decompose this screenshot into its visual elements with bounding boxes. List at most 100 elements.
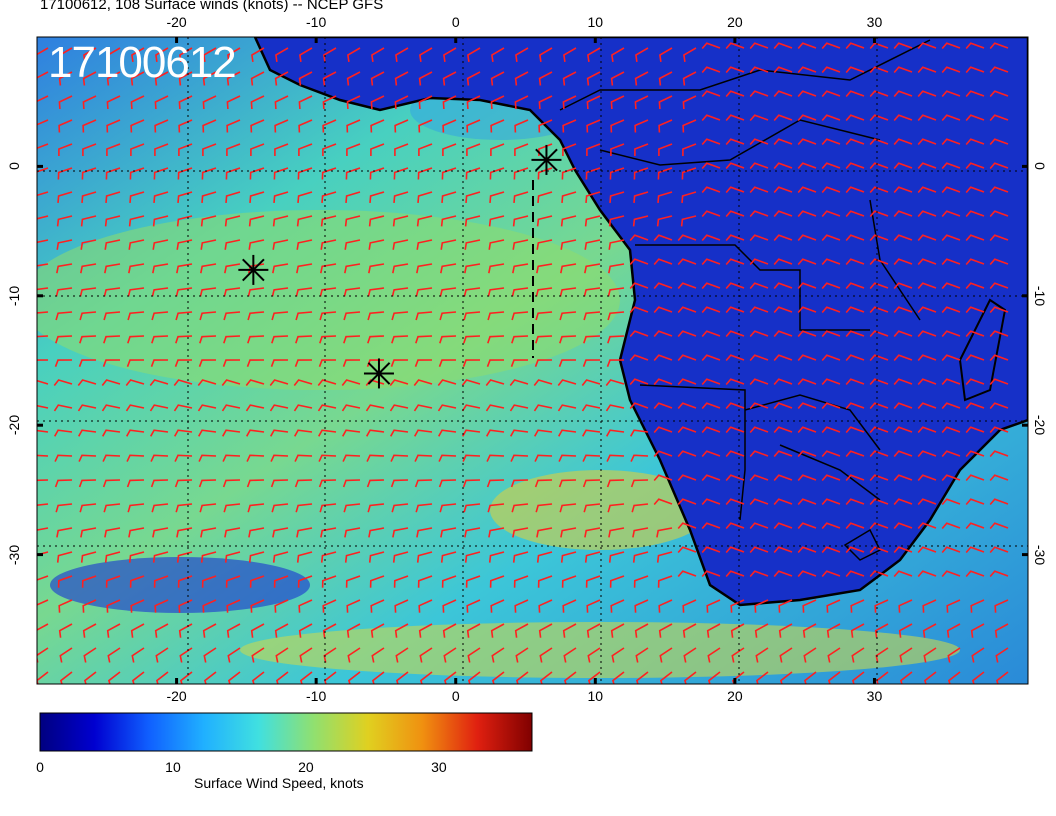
wind-barb — [634, 623, 649, 638]
wind-barb — [826, 599, 841, 613]
wind-barb — [56, 527, 73, 538]
wind-barb — [203, 671, 217, 684]
wind-barb — [37, 143, 49, 150]
wind-barb — [464, 527, 481, 538]
wind-barb — [296, 215, 313, 227]
wind-barb — [127, 311, 145, 321]
wind-barb — [106, 599, 121, 613]
wind-barb — [245, 379, 265, 386]
wind-barb — [850, 623, 865, 638]
wind-barb — [222, 359, 241, 367]
wind-barb — [462, 429, 481, 437]
wind-barb — [608, 239, 625, 250]
wind-barb — [342, 454, 361, 462]
wind-barb — [371, 647, 385, 663]
wind-barb — [440, 239, 457, 250]
wind-barb — [701, 570, 721, 578]
wind-barb — [677, 402, 697, 410]
wind-barb — [366, 454, 385, 462]
wind-barb — [845, 114, 865, 122]
wind-barb — [725, 570, 745, 578]
wind-barb — [367, 335, 385, 344]
wind-barb — [562, 599, 577, 613]
wind-barb — [749, 186, 769, 194]
wind-barb — [322, 95, 337, 110]
wind-barb — [82, 143, 97, 156]
wind-barb — [802, 623, 817, 638]
wind-barb — [488, 263, 505, 274]
wind-barb — [341, 404, 361, 412]
wind-barb — [797, 546, 817, 554]
wind-barb — [438, 479, 457, 488]
wind-barb — [296, 263, 313, 274]
wind-barb — [249, 191, 265, 203]
wind-barb — [965, 66, 985, 74]
wind-barb — [797, 378, 817, 386]
wind-barb — [845, 498, 865, 506]
lon-tick-label: 30 — [866, 688, 883, 704]
wind-barb — [318, 454, 337, 462]
wind-barb — [79, 287, 97, 297]
wind-barb — [941, 306, 961, 314]
wind-barb — [226, 119, 241, 133]
wind-barb — [559, 335, 577, 344]
wind-barb — [899, 647, 913, 663]
wind-barb — [731, 647, 745, 663]
wind-barb — [464, 239, 481, 250]
wind-barb — [126, 454, 145, 462]
wind-barb — [37, 71, 49, 86]
wind-barb — [294, 429, 313, 437]
lon-tick-label: -10 — [306, 14, 327, 30]
lon-tick-label: -20 — [166, 688, 187, 704]
wind-barb — [582, 359, 601, 367]
wind-barb — [989, 570, 1009, 578]
wind-barb — [274, 119, 289, 133]
wind-barb — [989, 258, 1009, 266]
wind-barb — [418, 119, 433, 133]
wind-barb — [749, 234, 769, 242]
wind-barb — [175, 335, 193, 344]
wind-barb — [946, 623, 961, 638]
colorbar-tick-label: 10 — [165, 759, 181, 775]
wind-barb — [318, 479, 337, 488]
wind-barb — [320, 551, 337, 563]
lat-tick-label: -30 — [1032, 544, 1048, 565]
wind-barb — [55, 287, 73, 297]
wind-barb — [869, 498, 889, 506]
wind-barb — [274, 143, 289, 156]
wind-barb — [317, 379, 337, 386]
wind-barb — [585, 575, 601, 588]
wind-barb — [101, 404, 121, 412]
wind-barb — [389, 379, 409, 386]
wind-barb — [941, 258, 961, 266]
wind-barb — [941, 354, 961, 362]
lon-tick-label: 10 — [587, 14, 604, 30]
wind-barb — [893, 378, 913, 386]
wind-barb — [970, 599, 985, 613]
wind-barb — [126, 429, 145, 437]
wind-barb — [511, 311, 529, 321]
wind-barb — [629, 378, 649, 386]
wind-barb — [487, 335, 505, 344]
wind-barb — [199, 503, 217, 513]
wind-barb — [821, 186, 841, 194]
wind-barb — [582, 479, 601, 488]
wind-barb — [562, 623, 577, 638]
wind-barb — [53, 379, 73, 386]
wind-barb — [81, 191, 97, 203]
wind-barb — [797, 138, 817, 146]
lat-tick-label: -10 — [1032, 285, 1048, 306]
wind-barb — [701, 42, 721, 50]
wind-barb — [821, 66, 841, 74]
wind-barb — [653, 474, 673, 482]
wind-barb — [225, 191, 241, 203]
wind-barb — [201, 167, 217, 180]
wind-barb — [226, 71, 241, 86]
wind-barb — [607, 335, 625, 344]
wind-barb — [893, 162, 913, 170]
wind-barb — [535, 335, 553, 344]
lon-tick-label: -10 — [306, 688, 327, 704]
wind-barb — [821, 570, 841, 578]
wind-barb — [317, 404, 337, 412]
wind-barb — [845, 210, 865, 218]
